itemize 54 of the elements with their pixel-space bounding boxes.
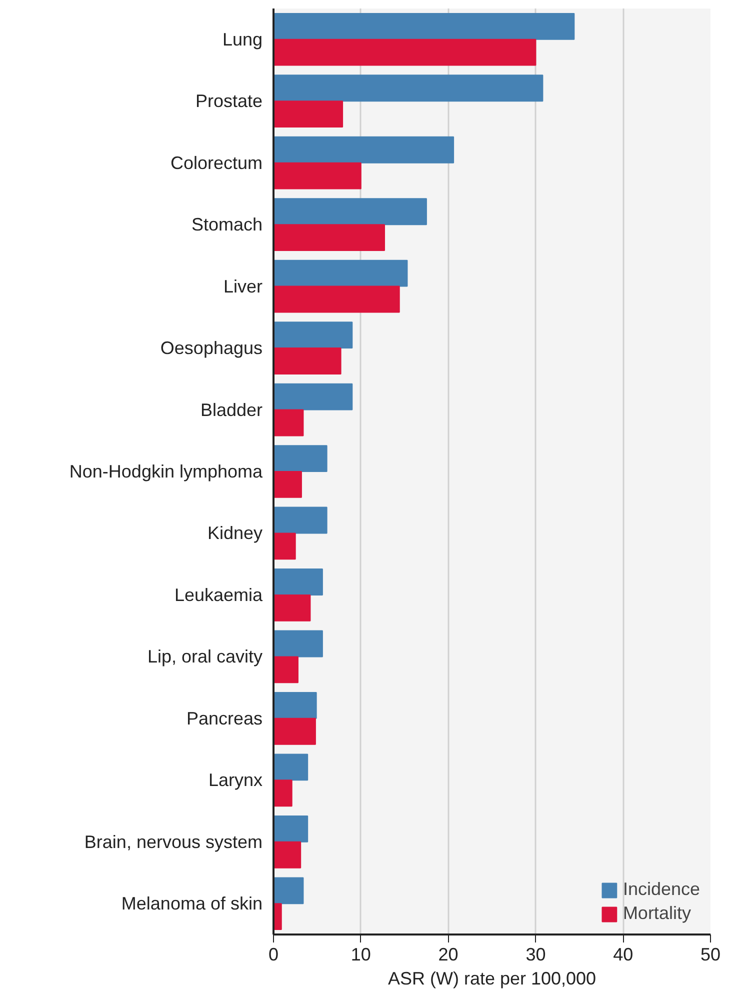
x-tick-label: 50 — [700, 944, 721, 964]
y-tick-label: Lung — [222, 29, 263, 50]
bar — [274, 506, 328, 534]
x-tick-label: 0 — [268, 944, 279, 964]
bar — [274, 38, 536, 66]
bar — [274, 815, 308, 842]
bar — [274, 383, 353, 410]
bar — [274, 718, 316, 745]
y-tick-label: Leukaemia — [174, 584, 264, 605]
bar — [274, 136, 454, 164]
bar — [274, 224, 385, 251]
bar — [274, 348, 342, 374]
bar — [274, 841, 302, 868]
bar — [274, 754, 308, 781]
bar — [274, 286, 400, 313]
bar — [274, 74, 544, 102]
bar — [274, 162, 362, 190]
y-tick-label: Liver — [223, 276, 263, 296]
x-axis-title: ASR (W) rate per 100,000 — [388, 968, 596, 988]
bar — [274, 692, 317, 719]
y-tick-label: Colorectum — [170, 152, 262, 173]
bar — [274, 780, 292, 807]
legend-label: Incidence — [622, 879, 700, 900]
x-tick-label: 20 — [438, 944, 458, 964]
bar — [274, 409, 304, 436]
bar — [274, 877, 304, 904]
y-tick-label: Melanoma of skin — [121, 894, 263, 914]
bar — [274, 471, 302, 498]
y-tick-label: Prostate — [195, 91, 263, 112]
bar — [274, 198, 427, 226]
bar — [274, 260, 408, 287]
bar — [274, 903, 282, 930]
y-tick-label: Lip, oral cavity — [147, 646, 263, 667]
bar — [274, 322, 353, 349]
y-tick-label: Stomach — [191, 214, 263, 235]
bar — [274, 594, 311, 622]
bar — [274, 445, 328, 472]
y-tick-label: Bladder — [200, 400, 263, 420]
bar — [274, 630, 323, 658]
bar — [274, 656, 298, 684]
y-tick-label: Kidney — [207, 523, 263, 544]
x-tick-label: 10 — [350, 944, 371, 964]
y-tick-label: Oesophagus — [160, 338, 262, 358]
bar — [274, 12, 575, 40]
y-tick-label: Brain, nervous system — [84, 832, 263, 852]
y-tick-label: Pancreas — [186, 708, 263, 728]
bar — [274, 532, 296, 560]
y-tick-label: Larynx — [208, 770, 263, 790]
x-tick-label: 40 — [613, 944, 634, 964]
legend-label: Mortality — [622, 903, 691, 924]
y-tick-label: Non-Hodgkin lymphoma — [69, 462, 264, 482]
x-tick-label: 30 — [526, 944, 546, 964]
bar — [274, 100, 344, 128]
bar — [274, 568, 323, 596]
